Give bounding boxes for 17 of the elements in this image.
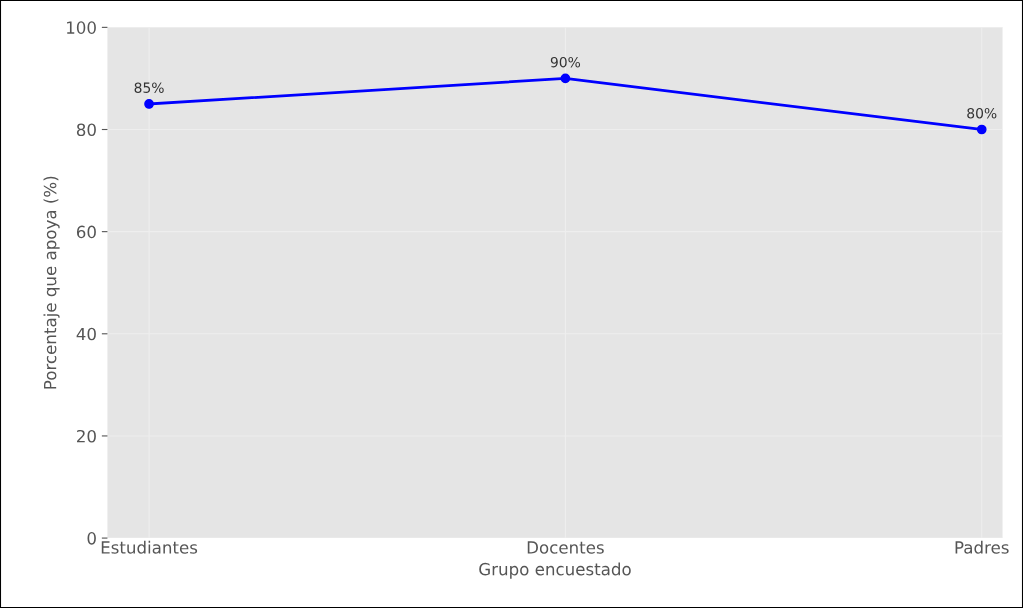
y-axis-title: Porcentaje que apoya (%) xyxy=(43,176,60,389)
y-tick-label: 100 xyxy=(67,21,96,34)
point xyxy=(560,73,571,84)
y-tick-label: 40 xyxy=(76,327,96,341)
data-label: 85% xyxy=(134,82,164,93)
data-label: 90% xyxy=(550,56,581,68)
y-tick-label: 80 xyxy=(76,123,96,137)
x-tick-label: Estudiantes xyxy=(101,540,198,554)
x-tick-label: Docentes xyxy=(527,541,604,554)
point xyxy=(144,99,154,109)
y-tick-label: 20 xyxy=(77,429,96,443)
y-tick-label: 60 xyxy=(76,225,96,239)
y-tick-label: 0 xyxy=(87,532,96,545)
x-tick-label: Padres xyxy=(955,540,1009,554)
data-label: 80% xyxy=(967,107,997,119)
point xyxy=(976,124,987,135)
x-axis-title: Grupo encuestado xyxy=(479,562,631,579)
